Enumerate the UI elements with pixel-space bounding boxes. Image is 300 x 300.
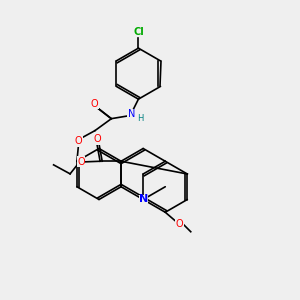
Text: N: N bbox=[139, 194, 148, 205]
Text: O: O bbox=[77, 157, 85, 167]
Text: O: O bbox=[176, 219, 183, 229]
Text: N: N bbox=[128, 109, 135, 119]
Text: Cl: Cl bbox=[133, 27, 144, 37]
Text: O: O bbox=[75, 136, 82, 146]
Text: O: O bbox=[94, 134, 101, 144]
Text: H: H bbox=[137, 113, 143, 122]
Text: O: O bbox=[91, 99, 98, 109]
